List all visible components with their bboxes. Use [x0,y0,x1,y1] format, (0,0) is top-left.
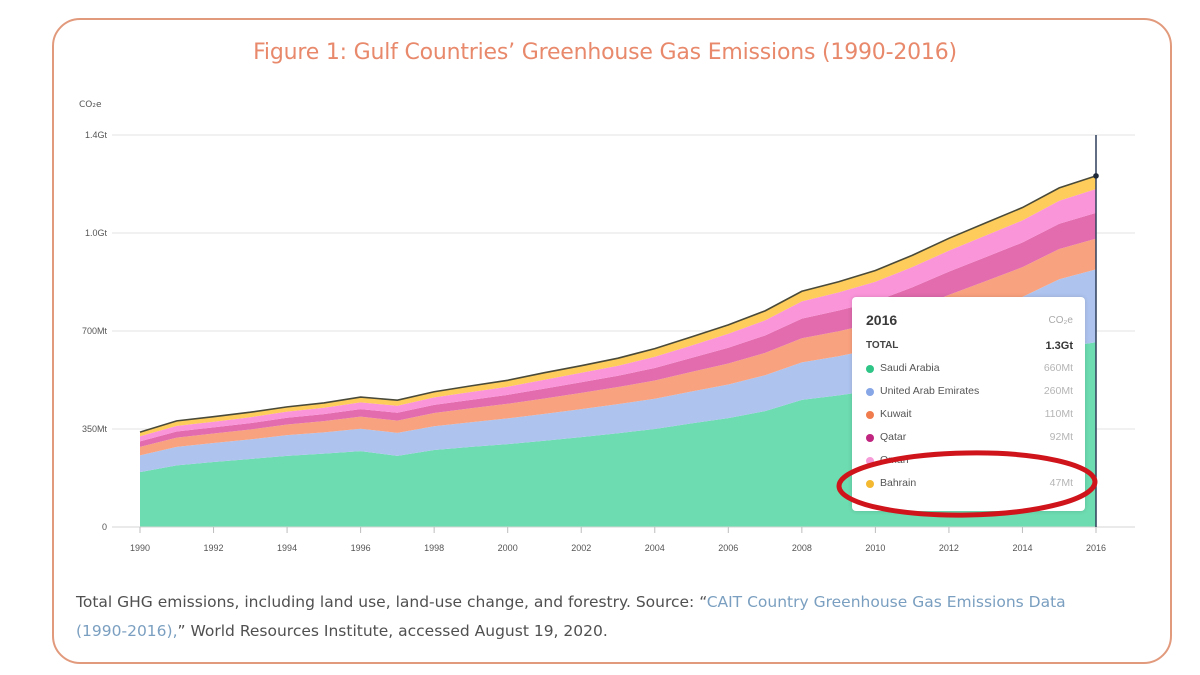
y-axis: 0 350Mt 700Mt 1.0Gt 1.4Gt [82,130,108,532]
figure-title: Figure 1: Gulf Countries’ Greenhouse Gas… [253,40,957,65]
x-tick-label: 2000 [498,543,518,553]
tooltip-row-name: Qatar [880,431,907,443]
x-tick-label: 1996 [351,543,371,553]
legend-dot-icon [866,411,874,419]
tooltip-row-name: Bahrain [880,477,917,489]
tooltip-unit: CO₂e [1048,315,1073,326]
tooltip-row-value: 110Mt [1044,408,1073,420]
tooltip-row: Bahrain 47Mt [866,476,1073,492]
x-tick-label: 1992 [204,543,224,553]
tooltip-row: Qatar 92Mt [866,430,1073,446]
total-outline [139,175,1097,433]
area-kuwait [140,238,1096,456]
y-tick-label: 1.0Gt [85,228,108,238]
y-tick-label: 700Mt [82,326,108,336]
x-tick-label: 1990 [130,543,150,553]
tooltip-row: Kuwait 110Mt [866,407,1073,423]
x-tick-label: 2016 [1086,543,1106,553]
x-tick-label: 2014 [1012,543,1032,553]
x-tick-label: 1994 [277,543,297,553]
total-line [139,175,1097,433]
x-tick-label: 2006 [718,543,738,553]
source-link[interactable]: CAIT Country Greenhouse Gas Emissions Da… [76,593,1066,640]
tooltip-total-label: TOTAL [866,340,899,351]
tooltip-year: 2016 [866,312,898,328]
y-tick-label: 0 [102,522,107,532]
hover-tooltip: 2016 CO₂e TOTAL 1.3Gt Saudi Arabia 660Mt U… [852,297,1085,511]
x-tick-label: 1998 [424,543,444,553]
x-tick-label: 2004 [645,543,665,553]
tooltip-row-value: 260Mt [1043,385,1073,397]
tooltip-row-value: 47Mt [1049,477,1073,489]
legend-dot-icon [866,388,874,396]
caption-suffix: ” World Resources Institute, accessed Au… [177,622,608,640]
y-tick-label: 1.4Gt [85,130,108,140]
tooltip-row-value: 660Mt [1043,362,1073,374]
legend-dot-icon [866,434,874,442]
x-tick-label: 2010 [865,543,885,553]
x-tick-label: 2008 [792,543,812,553]
tooltip-row-name: United Arab Emirates [880,385,980,397]
caption-text: Total GHG emissions, including land use,… [76,593,707,611]
cursor-point [1093,173,1099,179]
tooltip-row: Saudi Arabia 660Mt [866,361,1073,377]
tooltip-row: Oman [866,453,1073,469]
tooltip-row: United Arab Emirates 260Mt [866,384,1073,400]
legend-dot-icon [866,457,874,465]
tooltip-row-value: 92Mt [1049,431,1073,443]
legend-dot-icon [866,480,874,488]
y-tick-label: 350Mt [82,424,108,434]
x-tick-label: 2002 [571,543,591,553]
tooltip-row-name: Oman [880,454,909,466]
y-unit-label: CO₂e [79,100,102,110]
legend-dot-icon [866,365,874,373]
x-tick-label: 2012 [939,543,959,553]
tooltip-row-name: Kuwait [880,408,912,420]
tooltip-row-name: Saudi Arabia [880,362,940,374]
figure-caption: Total GHG emissions, including land use,… [76,588,1086,646]
tooltip-total-value: 1.3Gt [1045,340,1073,352]
x-axis: 1990 1992 1994 1996 1998 2000 2002 2004 2006 2008… [112,526,1135,553]
